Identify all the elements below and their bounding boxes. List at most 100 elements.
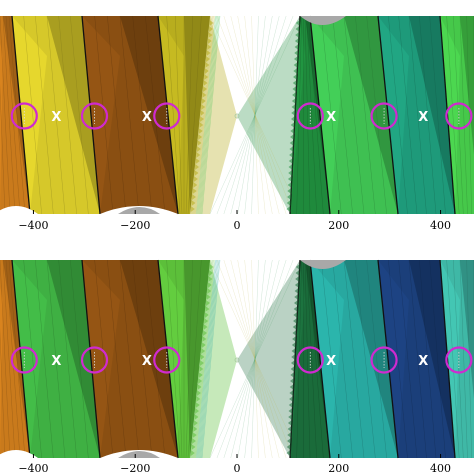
- band-hatch: [8, 259, 26, 459]
- band-hatch: [119, 259, 140, 459]
- chart-panel-bottom: X X X X −400 −200 0 200 400: [0, 259, 474, 474]
- sawtooth-tooth: [200, 110, 205, 116]
- sawtooth-tooth: [201, 342, 206, 348]
- sawtooth-tooth: [287, 194, 292, 200]
- sawtooth-tooth: [192, 432, 197, 438]
- hourglass-line: [199, 259, 219, 459]
- x-tick-label: −200: [120, 462, 150, 474]
- centre-mark: [234, 357, 240, 363]
- band-boundary-line: [11, 259, 31, 459]
- band-hatch: [308, 15, 324, 215]
- band-shade: [305, 16, 330, 214]
- band-2: [82, 15, 178, 215]
- band-hatch: [0, 259, 11, 459]
- sawtooth-tooth: [195, 164, 200, 170]
- sawtooth-tooth: [205, 306, 210, 312]
- band-hatch: [8, 15, 26, 215]
- band-hatch: [446, 15, 460, 215]
- band-hatch: [321, 15, 342, 215]
- sawtooth-tooth: [195, 158, 200, 164]
- band-hatch: [107, 15, 127, 215]
- band-hatch: [332, 15, 353, 215]
- band-hatch: [419, 15, 437, 215]
- band-highlight: [158, 260, 184, 458]
- sawtooth-tooth: [292, 86, 297, 92]
- hourglass-left: [190, 260, 237, 458]
- cap-top-right: [300, 16, 346, 25]
- band-shade: [3, 16, 30, 214]
- sawtooth-tooth: [200, 354, 205, 360]
- band-hatch: [46, 259, 66, 459]
- hourglass-line: [237, 15, 273, 215]
- band-hatch: [306, 259, 317, 459]
- band-boundary-line: [377, 15, 399, 215]
- hourglass-line: [251, 259, 259, 459]
- sawtooth-tooth: [288, 158, 293, 164]
- band-hatch: [453, 259, 464, 459]
- sawtooth-tooth: [287, 420, 292, 426]
- hourglass-line: [198, 15, 218, 215]
- band-hatch: [408, 15, 427, 215]
- hourglass-line: [197, 259, 217, 459]
- sawtooth-tooth: [199, 122, 204, 128]
- band-highlight: [440, 16, 460, 214]
- band-highlight: [440, 260, 460, 458]
- sawtooth-edges: [190, 264, 300, 456]
- x-tick-label: −200: [120, 219, 150, 232]
- sawtooth-tooth: [294, 288, 299, 294]
- band-hatch: [132, 15, 153, 215]
- sawtooth-tooth: [207, 44, 212, 50]
- hourglass-line: [230, 15, 280, 215]
- band-hatch: [58, 259, 77, 459]
- band-hatch: [94, 15, 114, 215]
- x-tick-label: 400: [430, 219, 451, 232]
- band-hatch: [296, 259, 302, 459]
- x-marker-label: X: [51, 110, 61, 125]
- sawtooth-tooth: [295, 20, 300, 26]
- sawtooth-tooth: [195, 402, 200, 408]
- band-hatch: [304, 259, 311, 459]
- sawtooth-tooth: [287, 438, 292, 444]
- band-highlight: [82, 260, 120, 458]
- bite-bottom: [0, 450, 38, 458]
- band-shade: [3, 260, 30, 458]
- sawtooth-tooth: [196, 390, 201, 396]
- band-hatch: [0, 85, 6, 215]
- hourglass-line: [196, 15, 216, 215]
- hourglass-line: [200, 259, 220, 459]
- band-boundary-line: [157, 259, 179, 459]
- cap-bottom-grey: [118, 207, 160, 214]
- sawtooth-tooth: [209, 264, 214, 270]
- band-hatch: [187, 259, 202, 459]
- hourglass-line: [244, 259, 266, 459]
- band-hatch: [366, 259, 387, 459]
- band-hatch: [35, 15, 54, 215]
- sawtooth-tooth: [294, 44, 299, 50]
- sawtooth-tooth: [290, 360, 295, 366]
- highlight-circle: [153, 346, 181, 374]
- sawtooth-tooth: [286, 450, 291, 456]
- sawtooth-tooth: [287, 182, 292, 188]
- hourglass-line: [194, 15, 215, 215]
- band-boundary-line: [81, 15, 101, 215]
- band-boundary-line: [81, 259, 101, 459]
- hourglass-line: [216, 15, 294, 215]
- highlight-circle: [80, 346, 109, 374]
- band-hatch: [466, 259, 472, 459]
- sawtooth-tooth: [205, 300, 210, 306]
- sawtooth-tooth: [204, 68, 209, 74]
- sawtooth-tooth: [293, 56, 298, 62]
- band-hatch: [332, 259, 353, 459]
- highlight-circle: [370, 102, 398, 130]
- sawtooth-tooth: [287, 426, 292, 432]
- x-tick-label: −400: [18, 462, 48, 474]
- x-marker-label: X: [142, 354, 152, 369]
- hourglass-line: [237, 259, 273, 459]
- band-6: [378, 259, 455, 459]
- sawtooth-tooth: [205, 62, 210, 68]
- band-hatch: [398, 259, 418, 459]
- cap-top-right: [300, 260, 346, 269]
- sawtooth-tooth: [192, 438, 197, 444]
- band-hatch: [46, 15, 66, 215]
- hourglass-line: [244, 15, 266, 215]
